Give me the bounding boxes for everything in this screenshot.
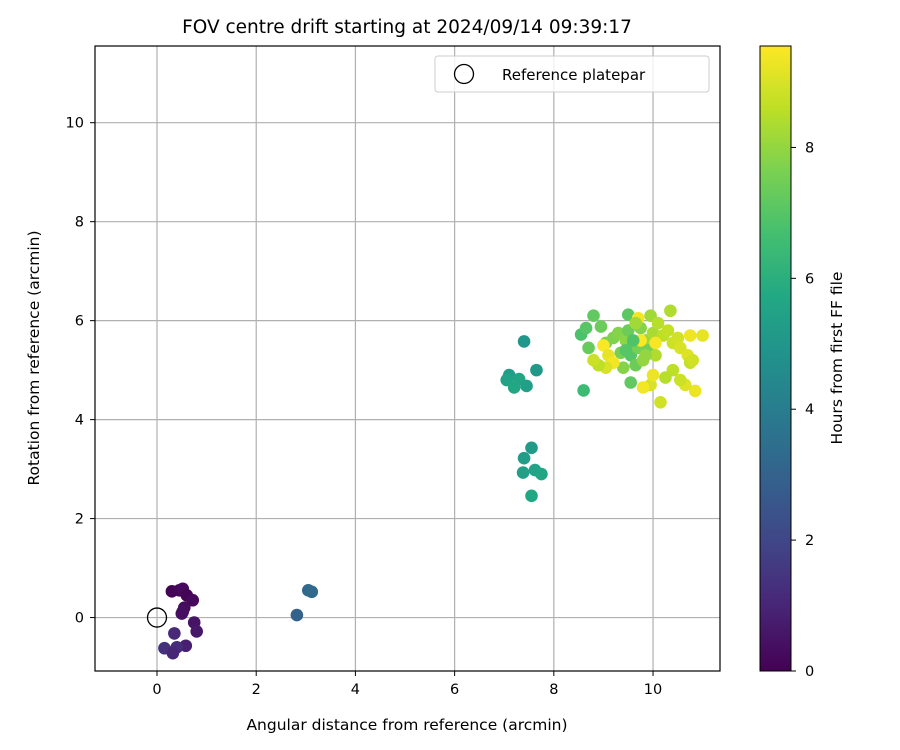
data-point <box>525 489 538 503</box>
plot-frame <box>94 45 721 672</box>
data-point <box>186 593 200 607</box>
data-point <box>616 361 630 374</box>
data-point <box>646 368 660 382</box>
data-point <box>305 585 319 599</box>
data-point <box>166 646 180 660</box>
y-tick-label: 10 <box>66 116 84 132</box>
y-tick-label: 4 <box>75 413 84 429</box>
data-point <box>629 316 642 330</box>
legend-reference-marker <box>453 63 475 85</box>
x-tick-label: 6 <box>450 682 459 698</box>
x-axis-ticks: 0 2 4 6 8 10 <box>152 671 662 698</box>
colorbar-gradient <box>759 45 792 672</box>
x-axis-label: Angular distance from reference (arcmin) <box>246 716 567 734</box>
data-point <box>639 348 652 362</box>
data-point <box>587 309 600 322</box>
data-point <box>587 353 600 367</box>
colorbar-tick-label: 4 <box>805 402 814 418</box>
colorbar-ticks: 0 2 4 6 8 <box>791 140 814 680</box>
data-point <box>664 304 677 318</box>
y-axis-label: Rotation from reference (arcmin) <box>25 230 43 485</box>
colorbar-tick-label: 2 <box>805 533 814 549</box>
data-point <box>671 331 685 345</box>
colorbar-tick-label: 6 <box>805 271 814 287</box>
data-point <box>619 344 633 357</box>
data-point <box>597 339 610 352</box>
data-point <box>696 329 709 342</box>
data-point <box>516 466 530 479</box>
legend: Reference platepar <box>434 55 710 93</box>
data-point <box>626 334 640 347</box>
data-point <box>649 348 662 362</box>
data-point <box>674 373 687 387</box>
data-point <box>290 608 304 622</box>
y-tick-label: 6 <box>75 314 84 330</box>
data-point <box>646 326 660 340</box>
x-tick-label: 4 <box>351 682 360 698</box>
legend-box <box>434 55 710 93</box>
data-point <box>686 353 700 367</box>
data-point <box>535 467 548 481</box>
data-point <box>517 335 531 348</box>
reference-marker <box>146 607 168 628</box>
data-point <box>582 341 595 355</box>
colorbar-label: Hours from first FF file <box>828 272 846 445</box>
data-point <box>579 321 593 335</box>
data-point <box>661 324 675 337</box>
data-point <box>651 316 665 330</box>
data-point <box>683 329 697 342</box>
legend-label-reference: Reference platepar <box>502 66 646 84</box>
data-point <box>517 451 531 465</box>
data-point <box>636 381 650 394</box>
x-tick-label: 2 <box>252 682 261 698</box>
data-point <box>594 320 608 333</box>
reference-platepar-marker <box>146 607 168 628</box>
y-axis-ticks: 0 2 4 6 8 10 <box>66 116 95 627</box>
data-points <box>158 304 709 660</box>
data-point <box>688 384 702 398</box>
data-point <box>168 627 181 640</box>
data-point <box>520 379 533 393</box>
data-point <box>621 308 635 322</box>
y-tick-label: 0 <box>75 611 84 627</box>
y-tick-label: 2 <box>75 512 84 528</box>
data-point <box>525 441 538 455</box>
data-point <box>577 384 590 397</box>
data-point <box>190 625 203 638</box>
colorbar-tick-label: 8 <box>805 140 814 156</box>
x-tick-label: 8 <box>549 682 558 698</box>
colorbar: 0 2 4 6 8 Hours from first FF file <box>759 45 846 680</box>
data-point <box>654 395 667 409</box>
data-point <box>530 363 543 377</box>
colorbar-tick-label: 0 <box>805 664 814 680</box>
data-point <box>507 381 521 394</box>
data-point <box>175 607 189 620</box>
chart-title: FOV centre drift starting at 2024/09/14 … <box>182 17 632 38</box>
x-tick-label: 10 <box>644 682 662 698</box>
data-point <box>624 376 638 389</box>
x-tick-label: 0 <box>152 682 161 698</box>
data-point <box>659 371 672 384</box>
y-tick-label: 8 <box>75 215 84 231</box>
data-point <box>649 336 662 350</box>
